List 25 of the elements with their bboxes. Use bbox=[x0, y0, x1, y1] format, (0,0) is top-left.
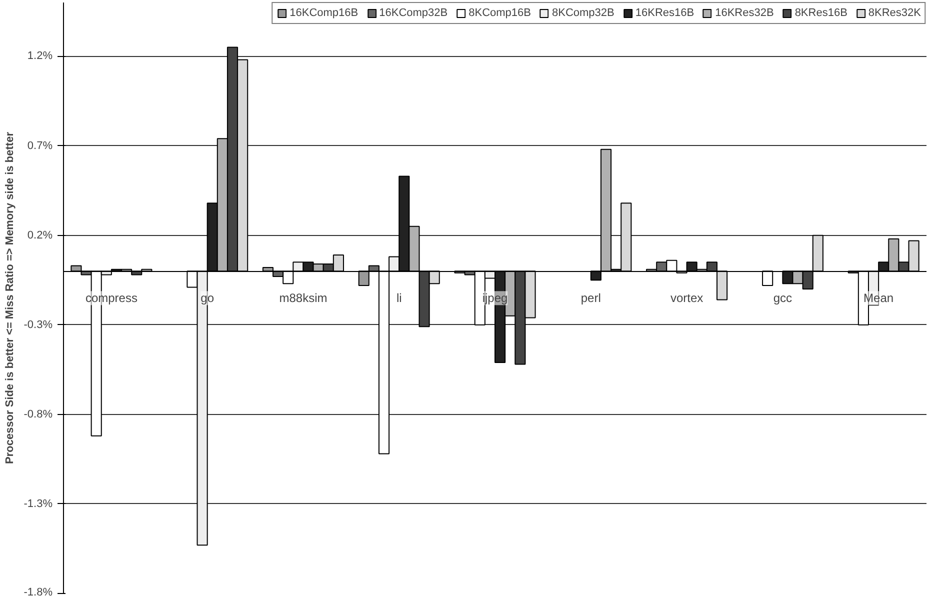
legend-label: 16KComp16B bbox=[290, 7, 358, 19]
y-tick-label: -0.3% bbox=[24, 318, 53, 331]
x-tick-label: Mean bbox=[864, 291, 894, 306]
legend-label: 8KComp16B bbox=[468, 7, 531, 19]
y-tick-label: 0.2% bbox=[27, 229, 53, 242]
y-tick-label: -0.8% bbox=[24, 408, 53, 420]
y-tick-label: -1.3% bbox=[24, 498, 53, 510]
x-tick-label: ijpeg bbox=[482, 291, 508, 306]
x-tick-label: gcc bbox=[773, 291, 792, 306]
y-axis-title: Processor Side is better <= Miss Ratio => Memory side is better bbox=[4, 131, 16, 464]
y-tick-label: 0.7% bbox=[27, 140, 53, 152]
x-tick-label: m88ksim bbox=[279, 291, 328, 306]
legend-label: 16KComp32B bbox=[379, 7, 448, 19]
legend-label: 8KRes32K bbox=[868, 7, 921, 19]
x-tick-label: perl bbox=[580, 291, 601, 306]
x-tick-label: go bbox=[200, 291, 214, 306]
x-tick-label: compress bbox=[85, 291, 138, 306]
x-tick-label: li bbox=[396, 291, 402, 306]
x-tick-label: vortex bbox=[670, 291, 704, 306]
y-tick-label: 1.2% bbox=[27, 50, 53, 62]
legend-label: 8KRes16B bbox=[794, 7, 848, 19]
legend-label: 16KRes32B bbox=[715, 7, 774, 19]
legend-label: 8KComp32B bbox=[552, 7, 614, 19]
y-tick-label: -1.8% bbox=[24, 586, 53, 598]
legend-label: 16KRes16B bbox=[635, 7, 694, 19]
